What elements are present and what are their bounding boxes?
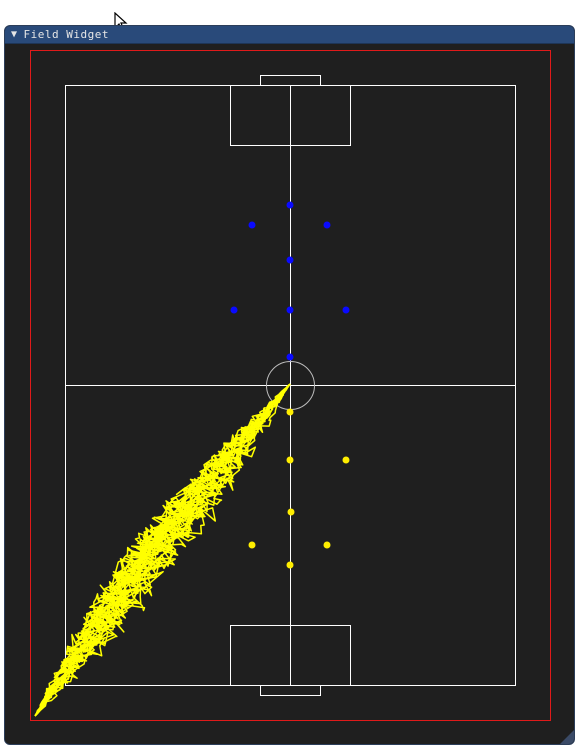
trajectory-path <box>34 383 291 717</box>
blue-player <box>286 256 294 264</box>
top-goal <box>260 75 321 86</box>
blue-player <box>286 306 294 314</box>
field-canvas[interactable] <box>5 44 574 744</box>
ball-trajectory <box>34 383 291 717</box>
pitch-lines <box>65 75 516 696</box>
yellow-player <box>286 561 294 569</box>
trajectory-path <box>34 383 291 717</box>
blue-player <box>286 201 294 209</box>
blue-player <box>342 306 350 314</box>
trajectory-path <box>34 383 291 717</box>
blue-player <box>323 221 331 229</box>
field-widget-window[interactable]: ▼ Field Widget <box>4 25 575 745</box>
window-title: Field Widget <box>23 28 110 41</box>
yellow-player <box>248 541 256 549</box>
field-drawing <box>5 44 574 744</box>
yellow-player <box>287 508 295 516</box>
blue-player <box>286 353 294 361</box>
blue-player <box>230 306 238 314</box>
bottom-goal <box>260 685 321 696</box>
yellow-player <box>286 408 294 416</box>
yellow-player <box>323 541 331 549</box>
resize-grip-icon[interactable] <box>560 730 574 744</box>
yellow-team <box>248 408 350 569</box>
field-boundary <box>30 50 551 721</box>
window-titlebar[interactable]: ▼ Field Widget <box>5 26 574 44</box>
collapse-triangle-icon[interactable]: ▼ <box>11 28 18 40</box>
yellow-player <box>286 456 294 464</box>
yellow-player <box>342 456 350 464</box>
blue-team <box>230 201 350 361</box>
blue-player <box>248 221 256 229</box>
